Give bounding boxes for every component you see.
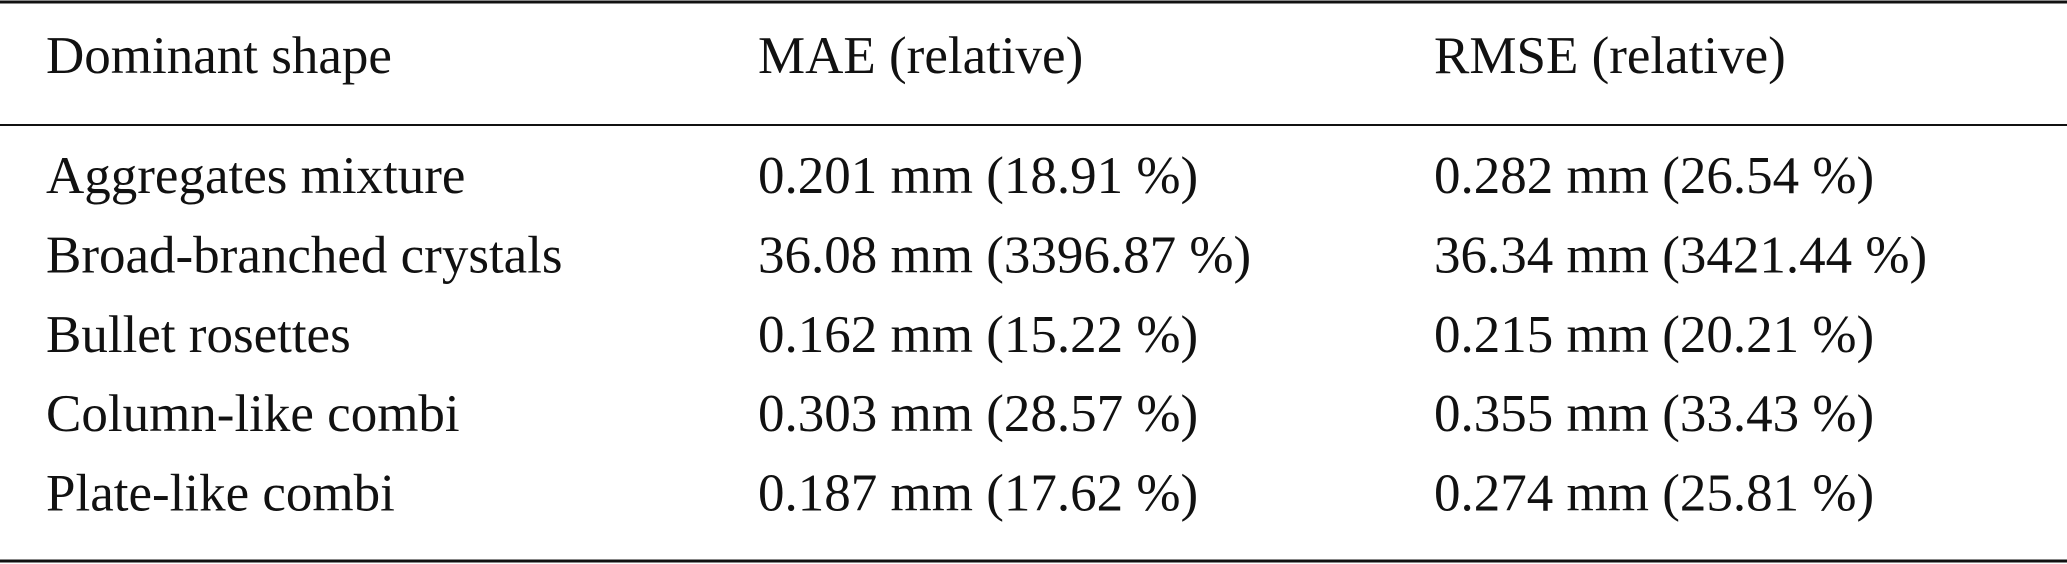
table-cell: 0.162 mm (15.22 %) [758,306,1198,364]
table-cell: Aggregates mixture [46,147,465,205]
table-cell: 36.08 mm (3396.87 %) [758,226,1251,284]
table-cell: 0.215 mm (20.21 %) [1434,306,1874,364]
table-cell: Column-like combi [46,385,460,443]
table-cell: 0.274 mm (25.81 %) [1434,464,1874,522]
table-cell: 0.355 mm (33.43 %) [1434,385,1874,443]
table-cell: 0.201 mm (18.91 %) [758,147,1198,205]
header-cell: Dominant shape [46,27,392,85]
header-cell: RMSE (relative) [1434,27,1786,85]
table-cell: 0.282 mm (26.54 %) [1434,147,1874,205]
table-cell: 0.303 mm (28.57 %) [758,385,1198,443]
table-cell: Plate-like combi [46,464,395,522]
table-cell: 0.187 mm (17.62 %) [758,464,1198,522]
table-cell: 36.34 mm (3421.44 %) [1434,226,1927,284]
table-cell: Bullet rosettes [46,306,351,364]
header-cell: MAE (relative) [758,27,1083,85]
table-cell: Broad-branched crystals [46,226,563,284]
